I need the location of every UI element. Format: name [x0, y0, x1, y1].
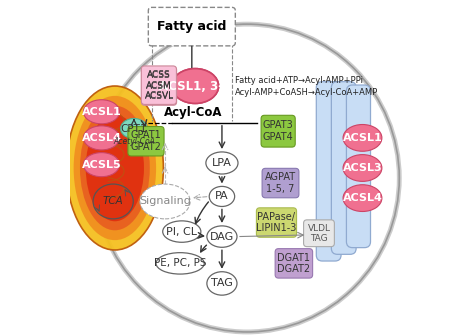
FancyBboxPatch shape — [303, 220, 334, 247]
Text: Acyl-CoA: Acyl-CoA — [164, 106, 222, 119]
Ellipse shape — [83, 126, 119, 150]
Ellipse shape — [86, 115, 144, 221]
Text: GPAT1
GPAT2: GPAT1 GPAT2 — [130, 130, 162, 152]
Text: ACSL5: ACSL5 — [82, 160, 121, 170]
Ellipse shape — [209, 186, 235, 207]
Ellipse shape — [80, 106, 150, 230]
Ellipse shape — [207, 272, 237, 295]
Text: LPA: LPA — [212, 158, 232, 168]
FancyBboxPatch shape — [128, 127, 164, 156]
Text: PAPase/
LIPIN1-3: PAPase/ LIPIN1-3 — [256, 212, 297, 233]
Ellipse shape — [343, 185, 382, 211]
Ellipse shape — [343, 125, 382, 151]
FancyBboxPatch shape — [262, 168, 299, 198]
FancyBboxPatch shape — [256, 208, 297, 237]
Text: VLDL
TAG: VLDL TAG — [308, 223, 330, 243]
Text: ACSS
ACSM
ACSVL: ACSS ACSM ACSVL — [145, 70, 173, 100]
FancyBboxPatch shape — [331, 82, 356, 254]
Ellipse shape — [83, 153, 119, 177]
Text: ACSL4: ACSL4 — [82, 133, 121, 143]
Text: GPAT3
GPAT4: GPAT3 GPAT4 — [263, 120, 293, 142]
FancyBboxPatch shape — [261, 115, 295, 147]
Text: DGAT1
DGAT2: DGAT1 DGAT2 — [277, 253, 310, 274]
FancyBboxPatch shape — [346, 85, 371, 248]
Text: Signaling: Signaling — [139, 197, 191, 206]
FancyBboxPatch shape — [316, 82, 341, 261]
Ellipse shape — [140, 184, 190, 219]
Text: ACSL1: ACSL1 — [343, 133, 383, 143]
Text: Acyl-AMP+CoASH→Acyl-CoA+AMP: Acyl-AMP+CoASH→Acyl-CoA+AMP — [235, 88, 379, 97]
Text: Acetyl-CoA: Acetyl-CoA — [113, 137, 155, 146]
Text: PE, PC, PS: PE, PC, PS — [154, 258, 206, 268]
Text: Fatty acid+ATP→Acyl-AMP+PPi: Fatty acid+ATP→Acyl-AMP+PPi — [235, 76, 364, 85]
Ellipse shape — [83, 100, 119, 124]
Ellipse shape — [163, 221, 201, 242]
Text: ACSL3: ACSL3 — [343, 163, 383, 173]
Text: ACSL4: ACSL4 — [343, 193, 383, 203]
Ellipse shape — [343, 155, 382, 181]
Text: ACSL1, 3-6: ACSL1, 3-6 — [159, 80, 231, 92]
Ellipse shape — [207, 226, 237, 247]
Ellipse shape — [120, 119, 147, 138]
Text: PA: PA — [215, 192, 229, 202]
Ellipse shape — [156, 253, 204, 274]
FancyBboxPatch shape — [275, 249, 313, 278]
Ellipse shape — [73, 96, 156, 240]
Text: ACSS
ACSM
ACSVL: ACSS ACSM ACSVL — [145, 71, 173, 101]
Text: Fatty acid: Fatty acid — [157, 20, 227, 33]
Text: TAG: TAG — [211, 279, 233, 288]
Ellipse shape — [172, 69, 219, 103]
Text: TCA: TCA — [103, 197, 124, 206]
FancyBboxPatch shape — [141, 66, 176, 104]
Ellipse shape — [172, 69, 219, 103]
Text: CPT1: CPT1 — [121, 124, 147, 133]
Text: ACSL1: ACSL1 — [82, 107, 121, 117]
Text: PI, CL: PI, CL — [166, 226, 197, 237]
Text: DAG: DAG — [210, 232, 234, 242]
Text: ACSL1, 3-6: ACSL1, 3-6 — [161, 81, 229, 91]
Text: AGPAT
1-5, 7: AGPAT 1-5, 7 — [265, 172, 296, 194]
FancyBboxPatch shape — [148, 7, 235, 46]
FancyBboxPatch shape — [141, 67, 177, 105]
Ellipse shape — [206, 152, 238, 174]
Ellipse shape — [66, 86, 164, 250]
